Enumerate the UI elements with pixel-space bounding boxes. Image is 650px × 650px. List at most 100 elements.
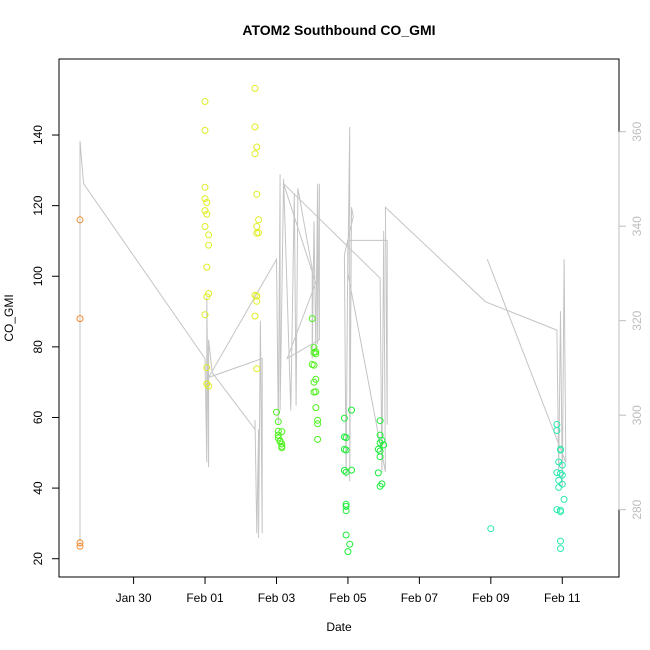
data-point-series-1 bbox=[203, 263, 211, 271]
plot-frame bbox=[58, 58, 620, 578]
y-tick-label: 40 bbox=[31, 481, 45, 495]
data-point-series-2 bbox=[314, 416, 322, 424]
y-axis: 20 40 60 80 100 120 140 bbox=[31, 125, 60, 566]
y-tick-label: 60 bbox=[31, 410, 45, 424]
data-point-series-4 bbox=[557, 508, 564, 516]
data-point-series-2 bbox=[312, 350, 320, 358]
data-point-series-3 bbox=[376, 482, 384, 490]
data-point-series-2 bbox=[310, 344, 318, 352]
data-point-series-1 bbox=[253, 365, 261, 373]
data-point-series-0 bbox=[76, 315, 84, 323]
data-point-series-2 bbox=[310, 349, 318, 356]
data-point-series-3 bbox=[346, 540, 354, 548]
data-point-series-1 bbox=[203, 210, 211, 218]
data-point-series-3 bbox=[340, 414, 348, 422]
data-point-series-1 bbox=[205, 382, 213, 390]
data-point-series-3 bbox=[348, 466, 355, 474]
data-point-series-0 bbox=[76, 539, 84, 547]
data-point-series-4 bbox=[555, 483, 563, 491]
data-point-series-1 bbox=[201, 223, 209, 230]
data-point-series-2 bbox=[278, 440, 286, 448]
y2-tick-label: 280 bbox=[630, 499, 644, 519]
data-point-series-1 bbox=[201, 195, 209, 203]
data-point-series-4 bbox=[557, 446, 564, 454]
y2-tick-label: 360 bbox=[630, 121, 644, 141]
data-point-series-1 bbox=[251, 84, 259, 92]
data-point-series-4 bbox=[558, 471, 566, 479]
data-point-series-4 bbox=[487, 525, 495, 533]
scatter-points bbox=[76, 84, 568, 556]
data-point-series-3 bbox=[342, 434, 350, 442]
data-point-series-4 bbox=[557, 537, 564, 545]
data-point-series-1 bbox=[203, 380, 211, 388]
y-tick-label: 140 bbox=[31, 125, 45, 145]
y2-line bbox=[79, 126, 567, 548]
x-tick-label: Jan 30 bbox=[116, 591, 152, 605]
x-tick-label: Feb 01 bbox=[186, 591, 224, 605]
data-point-series-2 bbox=[310, 388, 318, 396]
data-point-series-2 bbox=[274, 418, 282, 426]
data-point-series-1 bbox=[253, 229, 261, 237]
data-point-series-1 bbox=[253, 297, 261, 305]
data-point-series-2 bbox=[278, 428, 286, 436]
data-point-series-3 bbox=[342, 446, 350, 454]
y2-tick-label: 300 bbox=[630, 405, 644, 425]
data-point-series-2 bbox=[273, 408, 280, 416]
data-point-series-4 bbox=[555, 476, 563, 484]
data-point-series-1 bbox=[201, 98, 209, 105]
data-point-series-4 bbox=[553, 506, 561, 514]
data-point-series-3 bbox=[376, 417, 384, 425]
data-point-series-2 bbox=[310, 378, 318, 386]
data-point-series-3 bbox=[376, 439, 384, 447]
data-point-series-4 bbox=[557, 469, 564, 477]
data-point-series-1 bbox=[201, 126, 209, 134]
data-point-series-1 bbox=[253, 223, 261, 230]
data-point-series-2 bbox=[278, 444, 286, 452]
data-point-series-4 bbox=[560, 495, 568, 503]
data-point-series-1 bbox=[255, 216, 263, 224]
y2-tick-label: 340 bbox=[630, 216, 644, 236]
y2-series-line bbox=[79, 126, 567, 548]
data-point-series-1 bbox=[251, 123, 259, 131]
y-tick-label: 80 bbox=[31, 340, 45, 354]
x-tick-label: Feb 07 bbox=[401, 591, 439, 605]
y-tick-label: 20 bbox=[31, 552, 45, 566]
data-point-series-1 bbox=[201, 311, 209, 319]
x-tick-label: Feb 03 bbox=[258, 591, 296, 605]
data-point-series-0 bbox=[76, 216, 84, 224]
data-point-series-1 bbox=[201, 207, 209, 215]
y2-tick-label: 320 bbox=[630, 310, 644, 330]
y-tick-label: 100 bbox=[31, 266, 45, 286]
data-point-series-1 bbox=[253, 292, 261, 300]
data-point-series-3 bbox=[374, 445, 382, 453]
data-point-series-3 bbox=[342, 502, 350, 510]
data-point-series-0 bbox=[76, 542, 84, 550]
y-axis-label: CO_GMI bbox=[2, 294, 16, 341]
data-point-series-1 bbox=[203, 293, 211, 301]
data-point-series-3 bbox=[376, 453, 384, 461]
chart-title: ATOM2 Southbound CO_GMI bbox=[242, 22, 435, 38]
data-point-series-3 bbox=[344, 548, 352, 556]
data-point-series-1 bbox=[205, 231, 213, 239]
x-tick-label: Feb 05 bbox=[329, 591, 367, 605]
data-point-series-1 bbox=[203, 364, 211, 372]
data-point-series-1 bbox=[201, 183, 209, 191]
data-point-series-3 bbox=[380, 441, 388, 449]
data-point-series-2 bbox=[314, 420, 322, 428]
data-point-series-2 bbox=[310, 361, 318, 369]
data-point-series-1 bbox=[251, 312, 259, 320]
data-point-series-1 bbox=[253, 143, 261, 151]
data-point-series-3 bbox=[342, 507, 350, 515]
y2-axis: 280 300 320 340 360 bbox=[618, 121, 644, 520]
y-tick-label: 120 bbox=[31, 195, 45, 215]
data-point-series-3 bbox=[348, 406, 355, 414]
data-point-series-3 bbox=[342, 531, 350, 539]
x-tick-label: Feb 09 bbox=[472, 591, 510, 605]
data-point-series-2 bbox=[274, 427, 282, 435]
x-tick-label: Feb 11 bbox=[544, 591, 581, 605]
data-point-series-4 bbox=[558, 461, 566, 469]
x-axis-label: Date bbox=[326, 620, 352, 634]
data-point-series-1 bbox=[251, 150, 259, 158]
data-point-series-4 bbox=[553, 427, 561, 434]
